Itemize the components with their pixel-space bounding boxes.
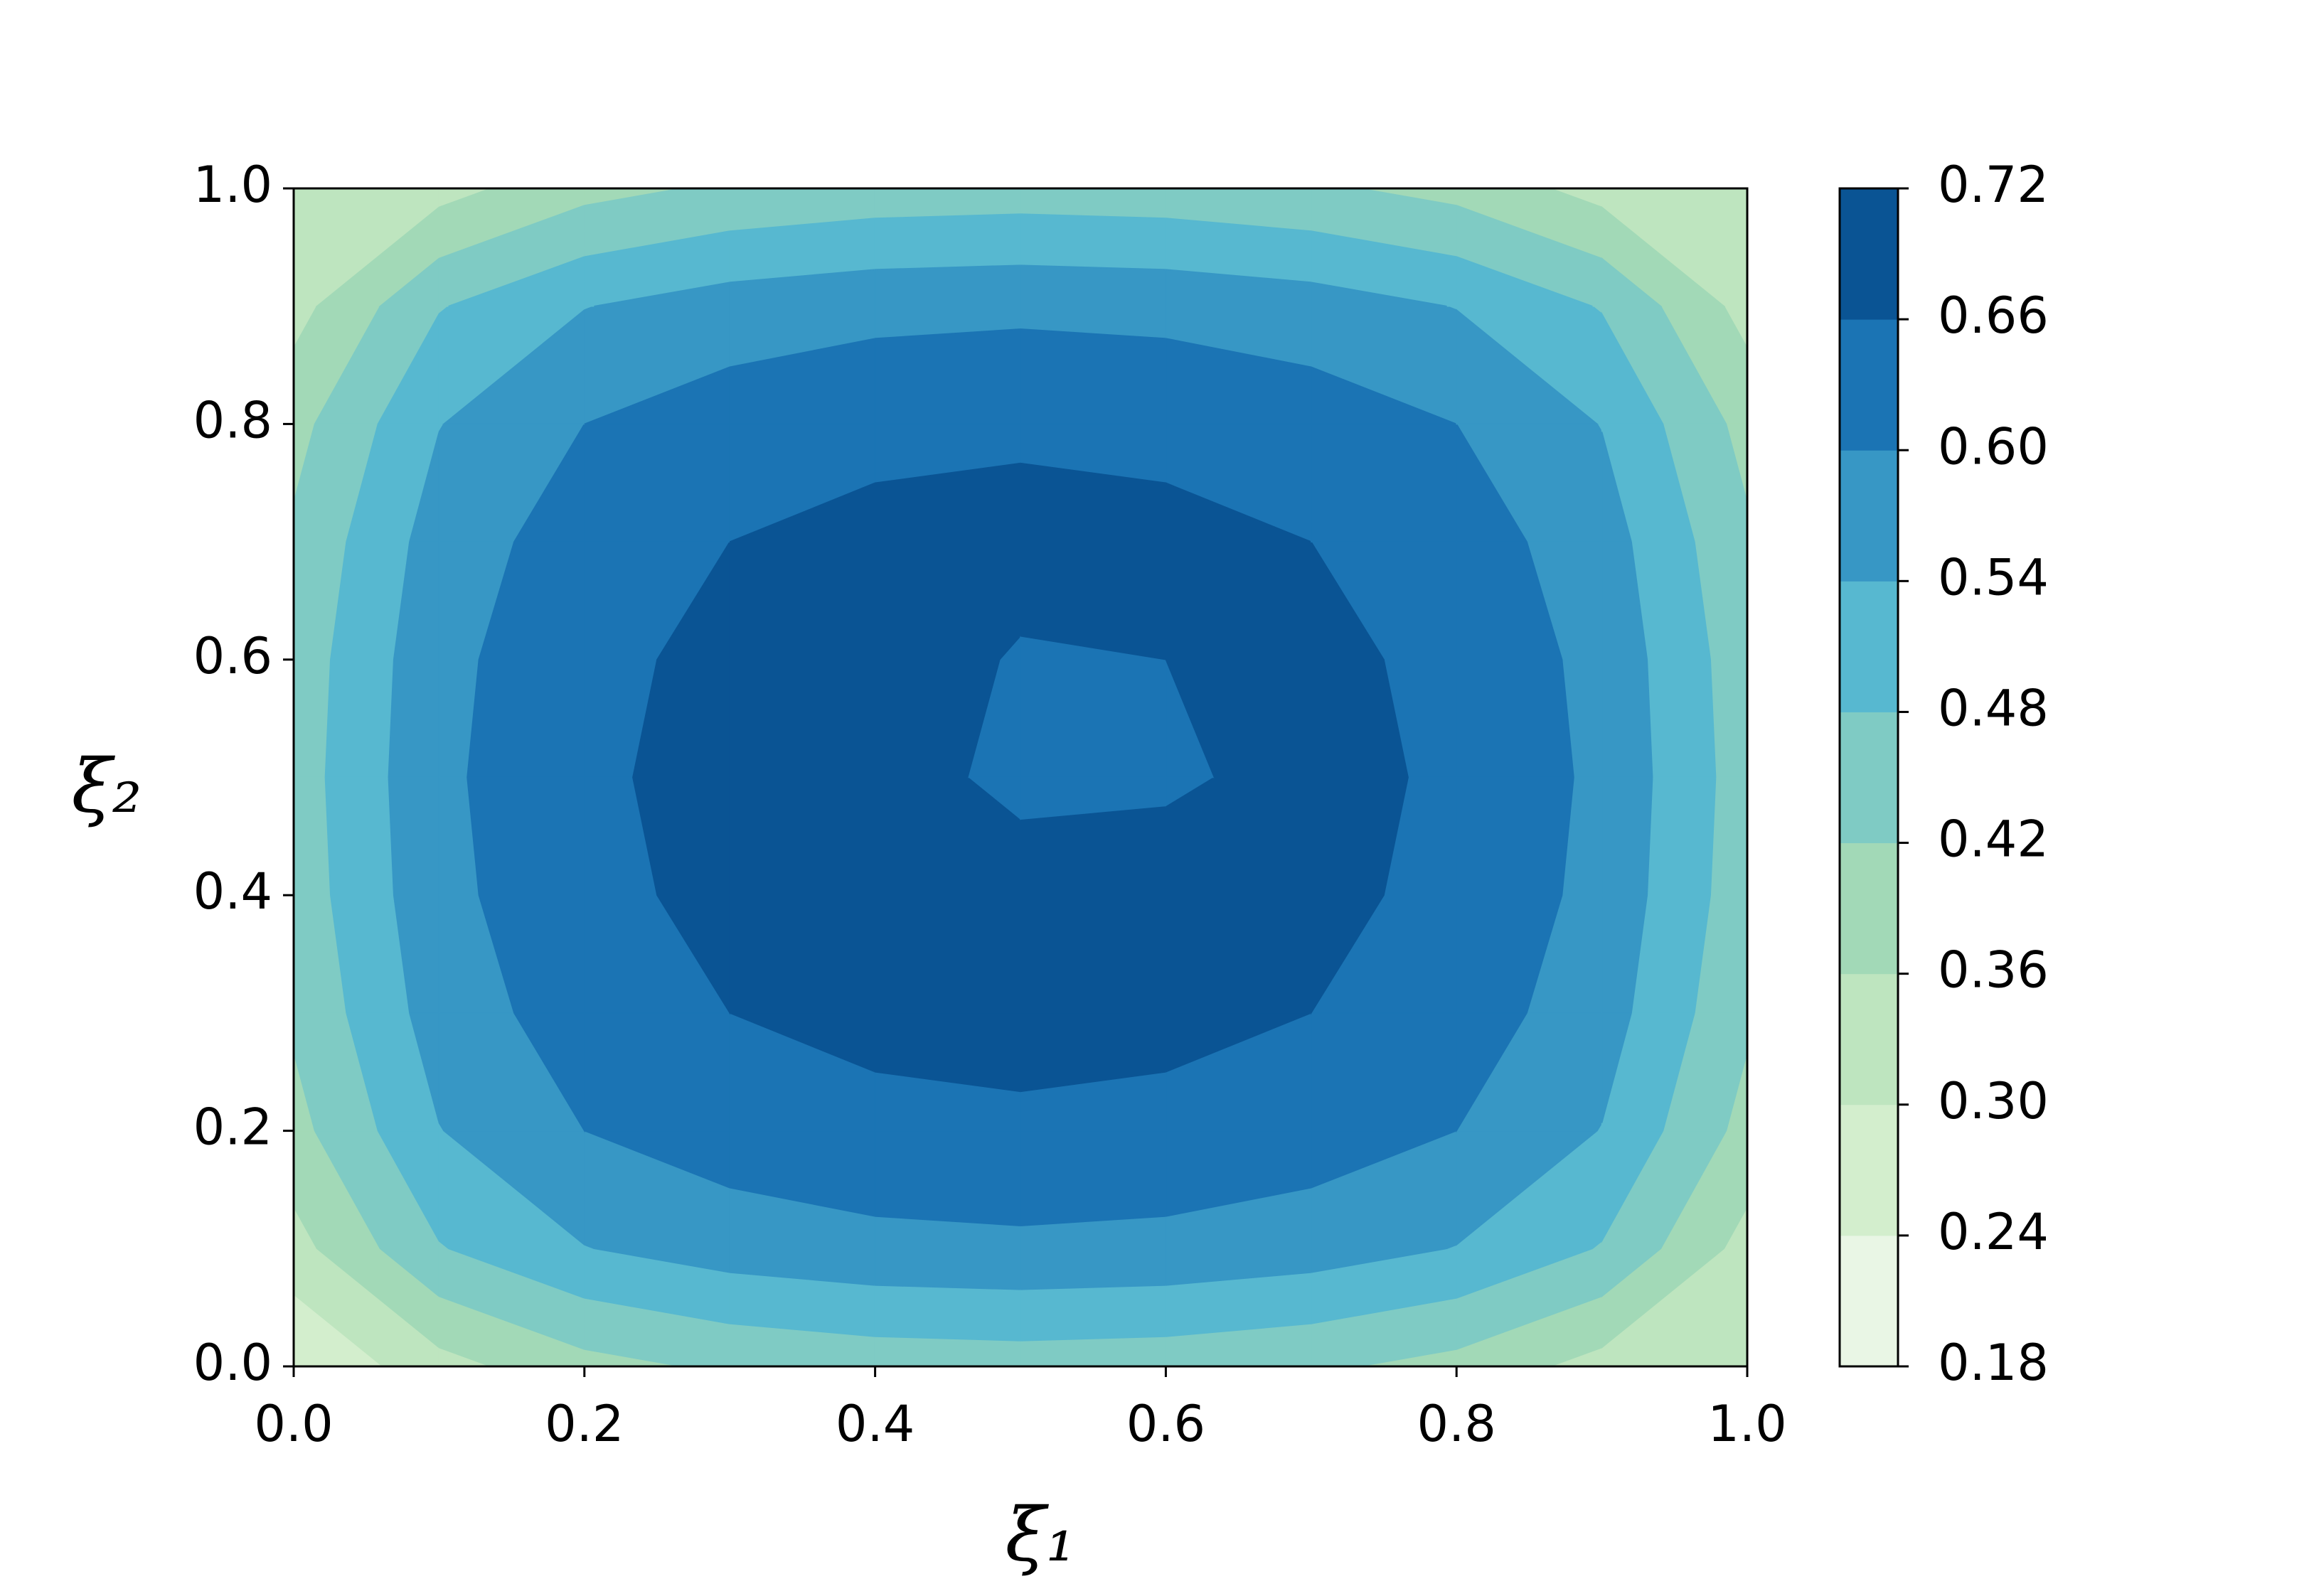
colorbar-tick-label: 0.30 [1938, 1072, 2049, 1130]
contour-region [1165, 482, 1312, 542]
y-tick-label: 0.4 [193, 862, 272, 921]
contour-region [1020, 264, 1167, 307]
contour-region [1456, 659, 1574, 778]
contour-region [1456, 776, 1574, 896]
x-tick-label: 0.8 [1417, 1395, 1496, 1453]
contour-region [1601, 776, 1653, 896]
contour-region [1020, 894, 1167, 1014]
contour-region [1020, 806, 1167, 896]
contour-region [1020, 1248, 1167, 1290]
contour-region [874, 264, 1021, 307]
contour-region [324, 659, 395, 778]
contour-region [874, 328, 1021, 425]
colorbar-band [1840, 712, 1898, 844]
contour-region [1601, 311, 1664, 425]
colorbar-tick-label: 0.42 [1938, 810, 2049, 869]
colorbar-tick-label: 0.54 [1938, 548, 2049, 606]
contour-region [388, 776, 440, 896]
contour-region [1165, 776, 1312, 896]
contour-region [874, 776, 1021, 896]
colorbar-tick-label: 0.18 [1938, 1334, 2049, 1392]
contour-region [874, 213, 1021, 270]
colorbar-band [1840, 842, 1898, 975]
contour-region [1456, 422, 1528, 542]
contour-region [1646, 776, 1717, 896]
contour-region [1601, 659, 1653, 778]
contour-region [1311, 540, 1385, 660]
y-axis-label: ξ₂ [72, 743, 142, 830]
contour-region [874, 894, 1021, 1014]
contour-region [1646, 659, 1717, 778]
contour-region [729, 659, 876, 778]
colorbar-band [1840, 1104, 1898, 1236]
contour-region [293, 776, 331, 896]
contour-region [729, 894, 876, 1014]
colorbar-tick-label: 0.72 [1938, 156, 2049, 214]
contour-region [324, 776, 395, 896]
contour-region [874, 541, 1021, 660]
colorbar-tick-label: 0.66 [1938, 286, 2049, 345]
contour-region [874, 1248, 1021, 1290]
contour-region [1020, 1336, 1167, 1367]
colorbar-tick-label: 0.48 [1938, 679, 2049, 737]
contour-region [293, 659, 331, 778]
x-tick-label: 0.6 [1126, 1395, 1205, 1453]
contour-region [729, 776, 876, 896]
contour-region [1020, 188, 1167, 219]
contour-region [1020, 1130, 1167, 1227]
colorbar-tick-label: 0.60 [1938, 417, 2049, 476]
contour-region [1311, 1012, 1457, 1132]
contour-region [874, 1285, 1021, 1341]
contour-region [1601, 432, 1633, 542]
y-tick-label: 0.2 [193, 1098, 272, 1157]
colorbar-band [1840, 1235, 1898, 1367]
colorbar-tick-label: 0.36 [1938, 941, 2049, 1000]
contour-region [1311, 366, 1457, 425]
contour-region [1165, 894, 1312, 1014]
contour-region [1020, 213, 1167, 270]
colorbar-band [1840, 319, 1898, 451]
contour-region [874, 1336, 1021, 1367]
x-tick-label: 0.0 [254, 1395, 333, 1453]
colorbar-band [1840, 188, 1898, 320]
contour-region [1456, 256, 1593, 307]
contour-region [1456, 309, 1599, 425]
plot-area [293, 188, 1748, 1367]
contour-region [874, 188, 1021, 219]
y-tick-label: 0.6 [193, 627, 272, 685]
contour-region [466, 776, 585, 896]
plot-frame [292, 187, 1749, 1368]
x-tick-label: 0.4 [836, 1395, 915, 1453]
colorbar-tick-label: 0.24 [1938, 1203, 2049, 1261]
y-tick-label: 1.0 [193, 156, 272, 214]
contour-region [1020, 328, 1167, 425]
y-tick-label: 0.0 [193, 1334, 272, 1392]
y-tick-label: 0.8 [193, 391, 272, 449]
contour-region [729, 541, 876, 660]
contour-region [584, 1012, 730, 1132]
contour-region [1020, 659, 1167, 778]
colorbar-band [1840, 581, 1898, 712]
contour-region [1601, 257, 1663, 307]
contour-region [466, 659, 585, 778]
contour-region [1020, 1285, 1167, 1341]
contour-region [1311, 423, 1457, 542]
colorbar-band [1840, 450, 1898, 582]
contour-region [874, 1130, 1021, 1227]
colorbar-band [1840, 973, 1898, 1105]
contour-region [584, 423, 730, 542]
contour-region [1165, 541, 1312, 660]
x-tick-label: 0.2 [545, 1395, 624, 1453]
colorbar-frame [1838, 187, 1899, 1368]
x-tick-label: 1.0 [1707, 1395, 1786, 1453]
contour-region [1311, 282, 1447, 307]
contour-region [1710, 776, 1748, 896]
x-axis-label: ξ₁ [1006, 1491, 1076, 1578]
contour-region [1710, 659, 1748, 778]
contour-region [388, 659, 440, 778]
